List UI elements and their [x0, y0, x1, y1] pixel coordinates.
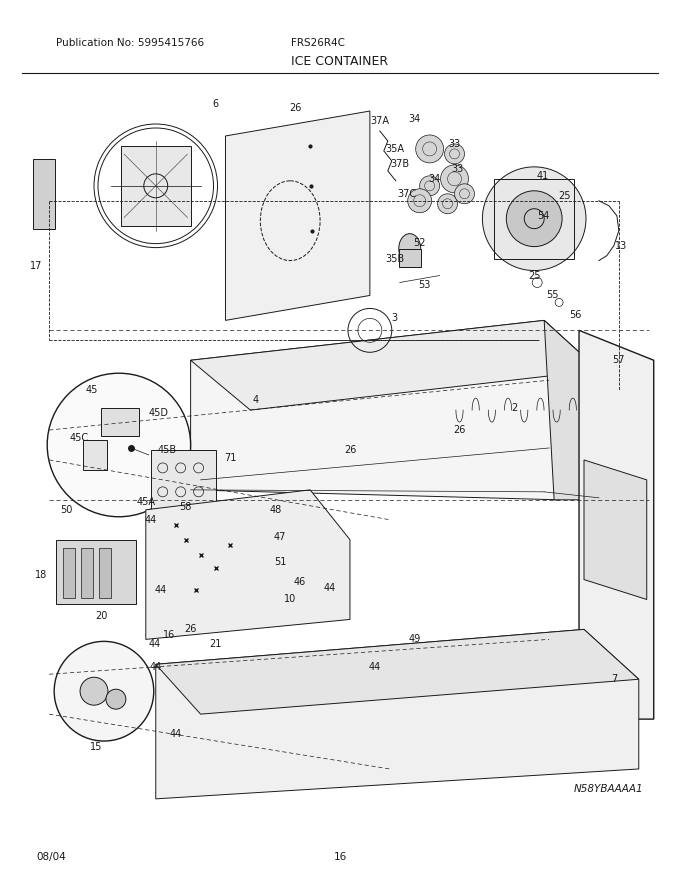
Text: 10: 10 — [284, 595, 296, 605]
Text: 45A: 45A — [136, 497, 155, 507]
Circle shape — [54, 642, 154, 741]
Polygon shape — [190, 320, 599, 500]
Text: 44: 44 — [369, 663, 381, 672]
Text: 6: 6 — [212, 99, 218, 109]
Text: ICE CONTAINER: ICE CONTAINER — [292, 55, 388, 68]
Text: 48: 48 — [269, 505, 282, 515]
Text: 44: 44 — [169, 729, 182, 739]
Text: 21: 21 — [209, 640, 222, 649]
Text: 35B: 35B — [385, 253, 405, 264]
Circle shape — [408, 189, 432, 213]
Text: 44: 44 — [149, 640, 161, 649]
Text: 33: 33 — [452, 164, 464, 174]
Text: 16: 16 — [333, 852, 347, 862]
Text: 35A: 35A — [386, 144, 405, 154]
Polygon shape — [544, 320, 599, 500]
Text: 55: 55 — [546, 290, 558, 300]
Text: 44: 44 — [150, 663, 162, 672]
Text: 37C: 37C — [397, 189, 416, 199]
Circle shape — [507, 191, 562, 246]
Text: 44: 44 — [154, 584, 167, 595]
Text: 2: 2 — [511, 403, 517, 413]
Text: 16: 16 — [163, 630, 175, 641]
Ellipse shape — [398, 234, 421, 263]
Text: 58: 58 — [180, 502, 192, 512]
Circle shape — [415, 135, 443, 163]
Text: 26: 26 — [184, 625, 197, 634]
Circle shape — [47, 373, 190, 517]
FancyBboxPatch shape — [81, 547, 93, 598]
Text: N58YBAAAA1: N58YBAAAA1 — [574, 784, 644, 794]
Text: FRS26R4C: FRS26R4C — [291, 38, 345, 48]
Polygon shape — [579, 330, 653, 719]
FancyBboxPatch shape — [99, 547, 111, 598]
Circle shape — [482, 167, 586, 270]
Circle shape — [441, 165, 469, 193]
Text: 45: 45 — [86, 385, 98, 395]
Text: 26: 26 — [454, 425, 466, 435]
Text: 25: 25 — [558, 191, 571, 201]
Text: 46: 46 — [294, 576, 306, 587]
Text: 17: 17 — [30, 260, 42, 270]
Polygon shape — [190, 320, 599, 410]
Text: 56: 56 — [569, 311, 581, 320]
Polygon shape — [156, 629, 639, 715]
Text: 25: 25 — [528, 270, 541, 281]
Text: 51: 51 — [274, 557, 286, 567]
Polygon shape — [226, 111, 370, 320]
Text: 71: 71 — [224, 453, 237, 463]
Text: 20: 20 — [95, 612, 107, 621]
FancyBboxPatch shape — [33, 159, 55, 229]
Text: 26: 26 — [289, 103, 301, 113]
Polygon shape — [156, 629, 639, 799]
Circle shape — [454, 184, 475, 204]
Bar — [398, 249, 421, 267]
Text: 44: 44 — [324, 583, 336, 592]
Circle shape — [438, 194, 458, 214]
Circle shape — [445, 144, 464, 164]
Text: 57: 57 — [613, 356, 625, 365]
Text: 45D: 45D — [149, 408, 169, 418]
Text: 34: 34 — [409, 114, 421, 124]
Text: 47: 47 — [274, 532, 286, 542]
FancyBboxPatch shape — [56, 539, 136, 605]
FancyBboxPatch shape — [101, 408, 139, 436]
FancyBboxPatch shape — [63, 547, 75, 598]
FancyBboxPatch shape — [83, 440, 107, 470]
Text: 49: 49 — [409, 634, 421, 644]
Polygon shape — [151, 450, 216, 565]
Text: 7: 7 — [611, 674, 617, 685]
Text: 26: 26 — [344, 445, 356, 455]
Text: 44: 44 — [145, 515, 157, 524]
Text: Publication No: 5995415766: Publication No: 5995415766 — [56, 38, 204, 48]
Text: 45C: 45C — [69, 433, 88, 443]
Circle shape — [420, 176, 439, 195]
Text: 13: 13 — [615, 240, 627, 251]
Text: 4: 4 — [252, 395, 258, 405]
Text: 53: 53 — [418, 281, 431, 290]
FancyBboxPatch shape — [121, 146, 190, 225]
Circle shape — [80, 678, 108, 705]
Text: 37B: 37B — [390, 159, 409, 169]
Circle shape — [106, 689, 126, 709]
Text: 52: 52 — [413, 238, 426, 247]
Text: 54: 54 — [537, 210, 549, 221]
Text: 18: 18 — [35, 569, 48, 580]
Polygon shape — [146, 490, 350, 640]
Text: 37A: 37A — [371, 116, 390, 126]
Text: 45B: 45B — [157, 445, 176, 455]
Text: 41: 41 — [537, 171, 549, 180]
Text: 33: 33 — [448, 139, 460, 149]
Text: 3: 3 — [392, 313, 398, 323]
Text: 34: 34 — [428, 174, 441, 184]
Text: 08/04: 08/04 — [36, 852, 66, 862]
Polygon shape — [584, 460, 647, 599]
Text: 15: 15 — [90, 742, 102, 752]
Text: 50: 50 — [60, 505, 72, 515]
